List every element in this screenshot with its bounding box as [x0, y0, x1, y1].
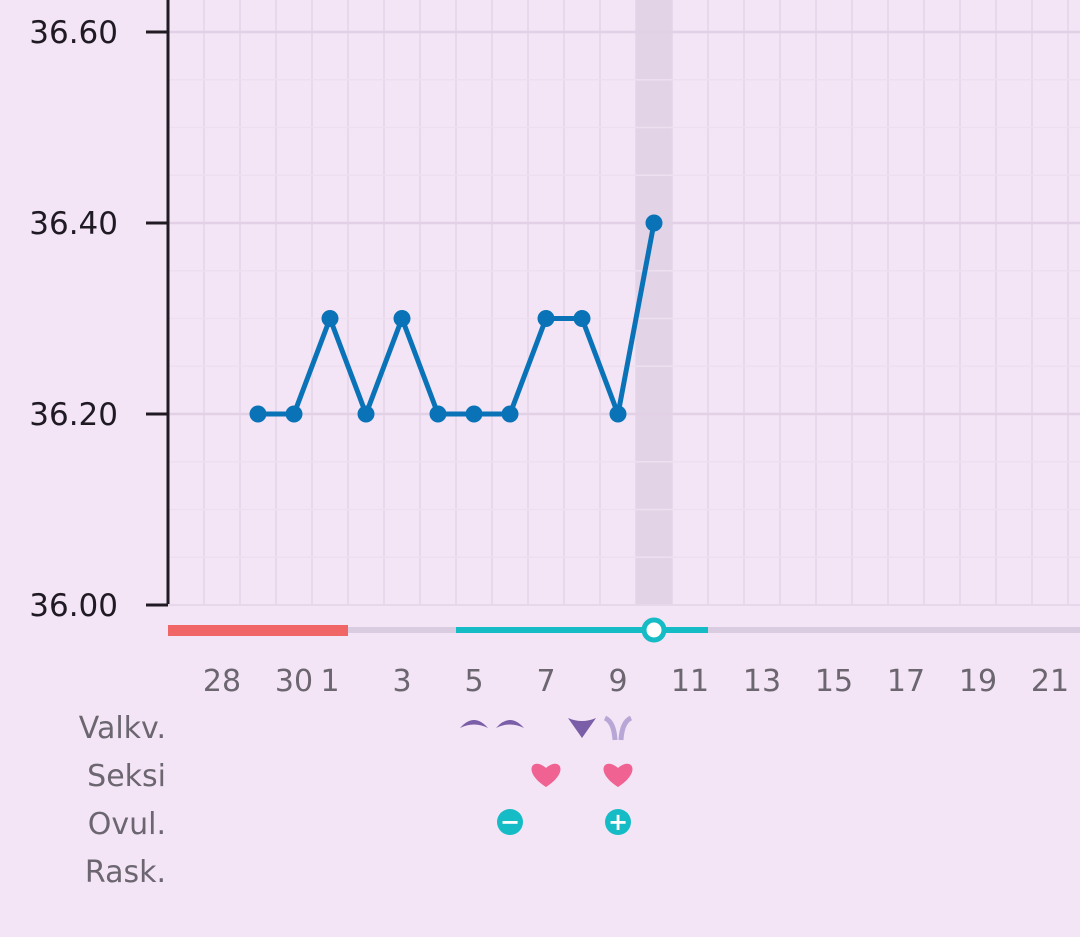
x-tick-label: 15: [815, 664, 853, 699]
x-tick-label: 28: [203, 664, 241, 699]
heart-icon[interactable]: [531, 763, 561, 787]
y-tick-label: 36.60: [29, 15, 118, 51]
y-tick-label: 36.00: [29, 588, 118, 624]
chart-grid: [168, 0, 1080, 605]
ovulation-negative-icon[interactable]: [497, 809, 523, 835]
ovulation-positive-icon-symbol: +: [608, 808, 628, 836]
cycle-timeline[interactable]: [168, 617, 1080, 643]
row-icons: − +: [460, 715, 633, 836]
x-tick-label: 30: [275, 664, 313, 699]
y-tick-label: 36.20: [29, 397, 118, 433]
temperature-point[interactable]: [465, 405, 483, 423]
selected-day-highlight: [636, 0, 672, 605]
ovulation-day-marker[interactable]: [641, 617, 667, 643]
heart-icon[interactable]: [603, 763, 633, 787]
temperature-point[interactable]: [285, 405, 303, 423]
temperature-point[interactable]: [357, 405, 375, 423]
dry-mucus-icon[interactable]: [496, 720, 524, 728]
x-tick-label: 7: [536, 664, 555, 699]
temperature-point[interactable]: [609, 405, 627, 423]
row-labels: Valkv. Seksi Ovul. Rask.: [79, 711, 166, 890]
temperature-point[interactable]: [537, 310, 555, 327]
x-tick-label: 1: [320, 664, 339, 699]
period-bar: [168, 625, 348, 636]
row-label: Rask.: [85, 855, 166, 890]
temperature-point[interactable]: [321, 310, 339, 327]
temperature-point[interactable]: [429, 405, 447, 423]
temperature-point[interactable]: [393, 310, 411, 327]
dry-mucus-icon[interactable]: [460, 720, 488, 728]
temperature-series: [249, 214, 663, 423]
x-tick-label: 5: [464, 664, 483, 699]
x-tick-label: 17: [887, 664, 925, 699]
temperature-line: [258, 222, 657, 417]
ovulation-positive-icon[interactable]: [605, 809, 631, 835]
x-tick-label: 3: [392, 664, 411, 699]
x-axis-ticks: 28 30 1 3 5 7 9 11 13 15 17 19 21: [203, 664, 1069, 699]
eggwhite-mucus-icon[interactable]: [603, 715, 633, 741]
creamy-mucus-icon[interactable]: [568, 718, 596, 738]
row-label: Ovul.: [88, 807, 166, 842]
row-label: Seksi: [87, 759, 166, 794]
temperature-point[interactable]: [501, 405, 519, 423]
chart-axes: [166, 0, 1080, 606]
x-tick-label: 11: [671, 664, 709, 699]
temperature-point[interactable]: [573, 310, 591, 327]
temperature-point[interactable]: [645, 214, 663, 232]
x-tick-label: 19: [959, 664, 997, 699]
x-tick-label: 9: [608, 664, 627, 699]
row-label: Valkv.: [79, 711, 166, 746]
x-tick-label: 21: [1031, 664, 1069, 699]
y-tick-label: 36.40: [29, 206, 118, 242]
y-axis-ticks: 36.00 36.20 36.40 36.60: [29, 15, 168, 624]
temperature-point[interactable]: [249, 405, 267, 423]
x-tick-label: 13: [743, 664, 781, 699]
ovulation-negative-icon-symbol: −: [500, 808, 520, 836]
